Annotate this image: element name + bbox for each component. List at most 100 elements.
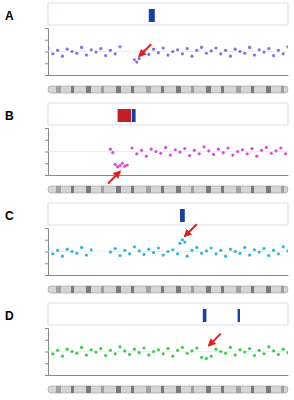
point: [265, 146, 268, 149]
point: [195, 346, 198, 349]
point: [133, 245, 136, 248]
point: [253, 354, 256, 357]
tick: [45, 63, 48, 64]
ideogram-band: [236, 186, 241, 193]
point: [66, 248, 69, 251]
point: [277, 252, 280, 255]
point: [75, 352, 78, 355]
point: [234, 48, 237, 51]
point: [162, 253, 165, 256]
ideogram-band: [116, 386, 121, 393]
point: [135, 152, 138, 155]
panel: A: [5, 3, 290, 93]
ideogram-band: [281, 286, 284, 293]
point: [272, 349, 275, 352]
point: [188, 154, 191, 157]
axis-line: [49, 75, 289, 76]
point: [109, 250, 112, 253]
point: [152, 251, 155, 254]
point: [219, 52, 222, 55]
point: [157, 246, 160, 249]
point: [114, 163, 117, 166]
ideogram-band: [221, 86, 224, 93]
ideogram-band: [281, 86, 284, 93]
point: [104, 354, 107, 357]
ideogram-band: [206, 386, 211, 393]
point: [61, 255, 64, 258]
point: [75, 252, 78, 255]
tick: [45, 252, 48, 253]
arrow: [108, 171, 120, 183]
point: [195, 246, 198, 249]
point: [56, 349, 59, 352]
ideogram-band: [251, 86, 254, 93]
point: [99, 47, 102, 50]
ideogram-band: [116, 286, 121, 293]
point: [250, 147, 253, 150]
point: [219, 350, 222, 353]
tick-mark: [45, 152, 48, 153]
ideogram-band: [146, 286, 151, 293]
point: [236, 150, 239, 153]
segment: [238, 309, 240, 322]
ideogram-band: [206, 286, 211, 293]
panel-label: A: [5, 9, 14, 23]
points: [48, 45, 288, 63]
point: [171, 50, 174, 53]
point: [128, 252, 131, 255]
point: [210, 246, 213, 249]
ideogram-band: [176, 86, 181, 93]
point: [123, 249, 126, 252]
point: [253, 53, 256, 56]
ideogram-band: [146, 86, 151, 93]
tick: [45, 163, 48, 164]
point: [85, 253, 88, 256]
ideogram-band: [71, 86, 74, 93]
ideogram-band: [101, 286, 104, 293]
ideogram-band: [236, 86, 241, 93]
ideogram-band: [101, 86, 104, 93]
tick: [45, 352, 48, 353]
point: [286, 45, 288, 48]
ideogram-band: [131, 186, 134, 193]
point: [205, 52, 208, 55]
point: [118, 345, 121, 348]
axis-line: [49, 375, 289, 376]
point: [205, 357, 208, 360]
ideogram-band: [251, 286, 254, 293]
ideogram-band: [161, 386, 164, 393]
point: [140, 149, 143, 152]
point: [200, 46, 203, 49]
tick: [45, 340, 48, 341]
ideogram-band: [191, 86, 194, 93]
point: [109, 49, 112, 52]
point: [246, 152, 249, 155]
point: [190, 349, 193, 352]
point: [48, 46, 50, 49]
ideogram-band: [176, 186, 181, 193]
point: [80, 46, 83, 49]
point: [164, 146, 167, 149]
tick: [45, 263, 48, 264]
tick: [45, 52, 48, 53]
ideogram-band: [206, 86, 211, 93]
arrow: [139, 44, 151, 56]
point: [262, 352, 265, 355]
point: [166, 347, 169, 350]
point: [118, 164, 121, 167]
axis-line: [49, 275, 289, 276]
ideogram-band: [56, 286, 61, 293]
point: [61, 55, 64, 58]
point: [183, 147, 186, 150]
ideogram-band: [266, 286, 271, 293]
point: [243, 350, 246, 353]
tick-mark: [45, 140, 48, 141]
point: [200, 356, 203, 359]
point: [286, 351, 288, 354]
point: [210, 49, 213, 52]
point: [70, 350, 73, 353]
point: [190, 249, 193, 252]
point: [178, 150, 181, 153]
segment: [149, 9, 155, 22]
point: [186, 352, 189, 355]
